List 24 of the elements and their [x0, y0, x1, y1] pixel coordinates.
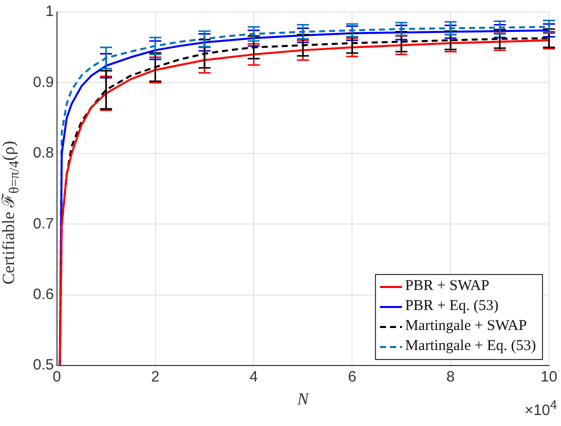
point: [493, 20, 507, 35]
y-tick-label: 0.8: [32, 144, 54, 162]
point: [542, 20, 556, 34]
point: [345, 23, 359, 38]
x-tick-label: 6: [348, 368, 356, 386]
legend-label: Martingale + SWAP: [405, 318, 527, 336]
y-tick-label: 0.6: [32, 286, 54, 304]
y-tick-label: 1: [46, 3, 54, 20]
x-tick-label: 2: [151, 368, 160, 386]
text: ×10$^{4}$: [524, 398, 557, 419]
x-tick-label: 4: [250, 368, 258, 386]
legend-label: PBR + Eq. (53): [405, 298, 499, 316]
y-tick-label: 0.5: [32, 356, 54, 374]
y-tick-label: 0.7: [32, 215, 54, 232]
y-tick-label: 0.9: [32, 74, 54, 91]
x-tick-label: 0: [52, 368, 62, 386]
legend-label: Martingale + Eq. (53): [405, 338, 536, 356]
point: [444, 21, 458, 36]
x-axis-title: N: [296, 389, 310, 408]
point: [296, 24, 310, 40]
x-tick-label: 10: [540, 368, 558, 386]
point: [394, 22, 408, 36]
x-tick-label: 8: [446, 368, 455, 386]
legend-label: PBR + SWAP: [405, 278, 490, 296]
